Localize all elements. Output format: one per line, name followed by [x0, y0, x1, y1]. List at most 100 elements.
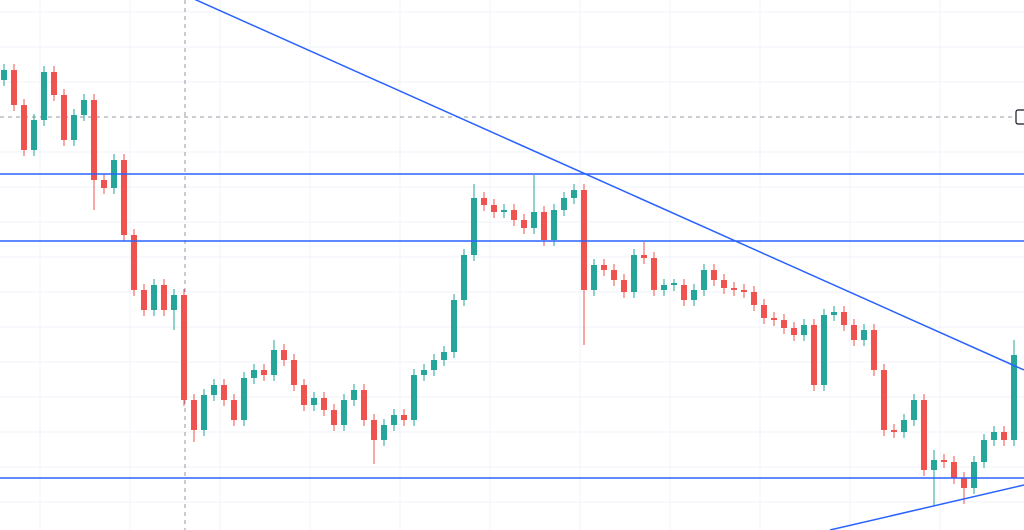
candle-body	[31, 120, 37, 150]
candle-body	[431, 360, 437, 370]
candle-body	[611, 270, 617, 280]
candle-body	[191, 400, 197, 430]
candle-body	[581, 190, 587, 290]
candle-body	[1, 70, 7, 80]
candle-body	[921, 400, 927, 470]
candle-body	[311, 398, 317, 405]
candle-body	[661, 285, 667, 290]
candle-body	[841, 312, 847, 325]
candle-body	[261, 370, 267, 375]
candle-body	[751, 292, 757, 305]
candle-body	[1011, 355, 1017, 440]
candle-body	[931, 460, 937, 470]
candle-body	[151, 285, 157, 310]
candle-body	[671, 283, 677, 285]
candle-body	[331, 410, 337, 425]
candle-body	[241, 378, 247, 420]
trendline	[829, 484, 1024, 530]
candle-body	[541, 212, 547, 240]
candle-body	[881, 370, 887, 430]
candle-body	[951, 462, 957, 478]
candle-body	[91, 100, 97, 180]
candle-body	[521, 220, 527, 228]
candle-body	[741, 290, 747, 292]
candle-body	[831, 312, 837, 315]
candle-body	[961, 478, 967, 488]
candle-body	[901, 420, 907, 432]
candle-body	[861, 330, 867, 340]
candle-body	[351, 390, 357, 400]
candle-body	[1001, 432, 1007, 440]
candle-body	[721, 280, 727, 288]
candle-body	[981, 440, 987, 462]
candle-body	[691, 290, 697, 300]
candle-body	[61, 95, 67, 140]
candle-body	[491, 205, 497, 212]
candle-body	[251, 370, 257, 378]
candle-body	[201, 395, 207, 430]
candle-body	[321, 398, 327, 410]
candle-body	[71, 115, 77, 140]
candle-body	[381, 425, 387, 440]
candle-body	[941, 460, 947, 462]
candle-body	[971, 462, 977, 488]
candle-body	[681, 285, 687, 300]
candle-body	[471, 198, 477, 255]
candle-body	[811, 325, 817, 385]
candle-body	[461, 255, 467, 300]
candle-body	[571, 190, 577, 198]
candle-body	[81, 100, 87, 115]
price-marker-icon	[1015, 109, 1024, 125]
candle-body	[401, 415, 407, 420]
candle-body	[551, 210, 557, 240]
candle-body	[371, 420, 377, 440]
trendline	[194, 0, 1024, 371]
candle-body	[991, 432, 997, 440]
candle-body	[21, 105, 27, 150]
candle-body	[501, 210, 507, 212]
candle-body	[731, 288, 737, 290]
candle-body	[271, 350, 277, 375]
candle-body	[421, 370, 427, 375]
candle-body	[231, 400, 237, 420]
candle-body	[871, 330, 877, 370]
candle-body	[141, 290, 147, 310]
candle-body	[801, 325, 807, 335]
candle-body	[341, 400, 347, 425]
candle-body	[211, 385, 217, 395]
candle-body	[791, 328, 797, 335]
candle-body	[851, 325, 857, 340]
candle-body	[641, 255, 647, 258]
candle-body	[161, 285, 167, 310]
candle-body	[101, 180, 107, 188]
candle-body	[911, 400, 917, 420]
candle-body	[181, 295, 187, 400]
candle-body	[711, 270, 717, 280]
candle-body	[441, 352, 447, 360]
candle-body	[821, 315, 827, 385]
candle-body	[781, 320, 787, 328]
candle-body	[561, 198, 567, 210]
candle-body	[281, 350, 287, 360]
candle-body	[11, 70, 17, 105]
candle-body	[701, 270, 707, 290]
candle-body	[301, 385, 307, 405]
candle-body	[291, 360, 297, 385]
candle-body	[361, 390, 367, 420]
candle-body	[481, 198, 487, 205]
candle-body	[891, 430, 897, 432]
candle-body	[411, 375, 417, 420]
candle-body	[131, 235, 137, 290]
candle-body	[621, 280, 627, 292]
candle-body	[591, 265, 597, 290]
candle-body	[451, 300, 457, 352]
candle-body	[121, 160, 127, 235]
candle-body	[631, 255, 637, 292]
candle-body	[41, 72, 47, 120]
candle-body	[761, 305, 767, 318]
candle-body	[171, 295, 177, 310]
